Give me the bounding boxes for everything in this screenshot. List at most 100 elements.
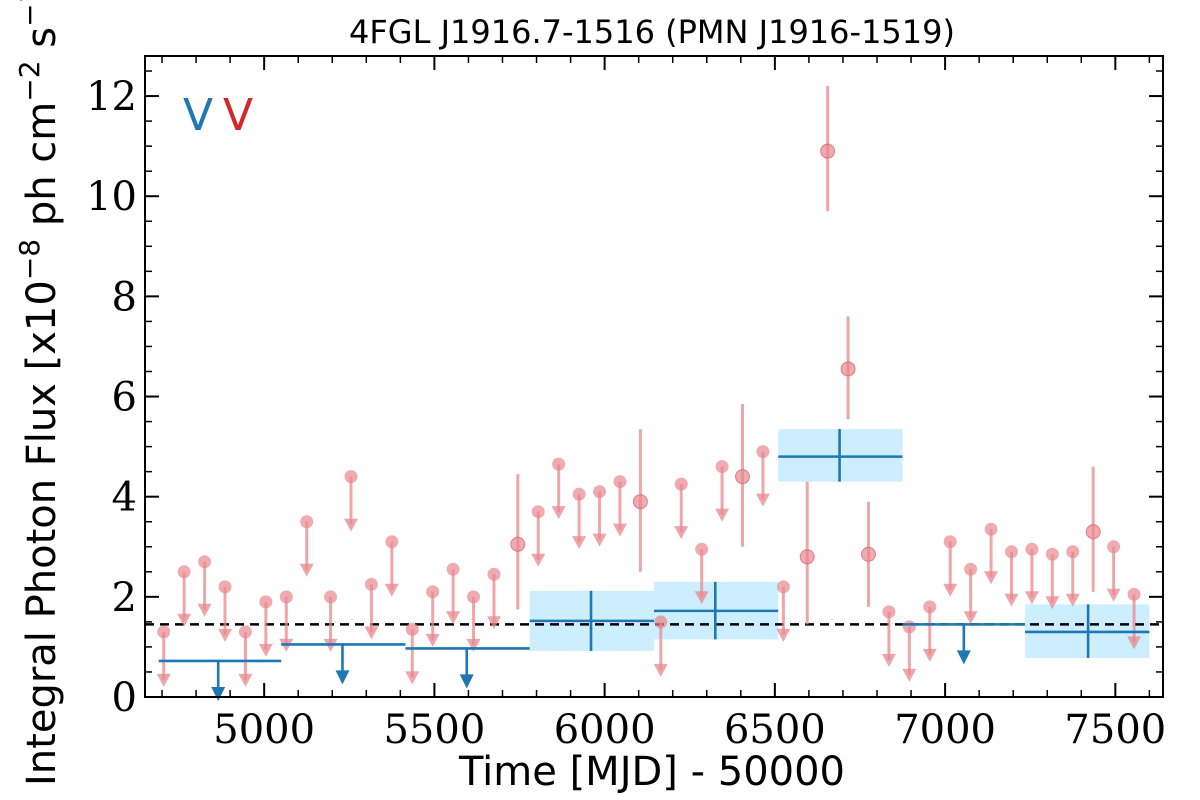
red-limit-point-14 — [446, 562, 460, 576]
y-label-part-1: Integral Photon Flux [x10 — [19, 280, 65, 786]
blue-detection-2 — [778, 429, 903, 482]
red-point-7 — [1085, 524, 1101, 540]
x-tick-label: 7000 — [894, 707, 996, 753]
plot-area: 5000 5500 6000 6500 7000 7500 0 2 4 6 8 10 12 — [86, 55, 1166, 753]
x-axis-label: Time [MJD] - 50000 — [458, 749, 845, 795]
red-limit-arrow-13 — [425, 633, 440, 647]
red-upper-limit-14 — [446, 562, 461, 625]
red-upper-limit-39 — [1127, 587, 1142, 650]
red-point-1 — [632, 494, 648, 510]
blue-upper-limit-2 — [405, 647, 530, 689]
red-upper-limit-7 — [299, 515, 314, 577]
blue-limit-arrow-1 — [335, 670, 350, 685]
red-point-6 — [860, 546, 876, 562]
red-limit-point-30 — [923, 600, 937, 614]
red-limit-arrow-3 — [218, 628, 233, 642]
red-limit-point-27 — [776, 580, 790, 594]
red-limit-arrow-28 — [881, 653, 896, 667]
red-upper-limit-37 — [1065, 545, 1080, 607]
red-limit-arrow-21 — [612, 523, 627, 537]
red-upper-limit-13 — [425, 585, 440, 647]
red-limit-point-35 — [1025, 542, 1039, 556]
red-limit-arrow-7 — [299, 563, 314, 577]
blue-upper-limit-0 — [158, 659, 282, 701]
red-detection-3 — [799, 481, 815, 625]
red-point-2 — [735, 469, 751, 485]
blue-detection-0 — [529, 590, 654, 651]
red-limit-arrow-9 — [343, 518, 358, 532]
red-limit-arrow-22 — [653, 663, 668, 677]
red-upper-limit-15 — [466, 590, 481, 652]
red-limit-point-29 — [902, 620, 916, 634]
plot-frame — [144, 55, 1164, 698]
x-tick-label: 5000 — [213, 707, 315, 753]
red-limit-point-25 — [715, 460, 729, 474]
red-upper-limit-18 — [551, 457, 566, 520]
red-limit-point-5 — [259, 595, 273, 609]
red-limit-arrow-2 — [197, 603, 212, 617]
red-upper-limit-23 — [674, 477, 689, 540]
red-upper-limit-27 — [776, 580, 791, 642]
blue-detection-3 — [1025, 604, 1150, 658]
red-limit-point-33 — [984, 522, 998, 536]
y-tick-label: 12 — [86, 74, 137, 120]
red-limit-point-39 — [1127, 587, 1141, 601]
blue-limit-arrow-0 — [211, 686, 226, 701]
red-limit-arrow-16 — [486, 616, 501, 630]
red-limit-arrow-37 — [1065, 593, 1080, 607]
red-limit-point-3 — [218, 580, 232, 594]
red-limit-point-31 — [943, 535, 957, 549]
red-detection-5 — [840, 316, 856, 420]
red-limit-arrow-35 — [1024, 591, 1039, 605]
red-limit-point-7 — [300, 515, 314, 529]
red-upper-limit-3 — [218, 580, 233, 642]
red-upper-limit-19 — [572, 487, 587, 550]
red-limit-arrow-29 — [902, 668, 917, 682]
red-upper-limit-32 — [963, 562, 978, 625]
red-limit-arrow-10 — [364, 626, 379, 640]
red-upper-limit-33 — [984, 522, 999, 585]
red-limit-arrow-36 — [1045, 596, 1060, 610]
red-upper-limit-8 — [323, 590, 338, 652]
red-limit-point-38 — [1107, 540, 1121, 554]
red-limit-arrow-11 — [384, 583, 399, 597]
red-upper-limit-9 — [343, 470, 358, 532]
red-detection-6 — [860, 501, 876, 607]
y-axis-label: Integral Photon Flux [x10−8 ph cm−2 s−1] — [13, 0, 65, 786]
red-upper-limit-29 — [902, 620, 917, 682]
legend-entry-1: V — [223, 90, 253, 141]
red-limit-point-22 — [654, 615, 668, 629]
red-limit-point-37 — [1066, 545, 1080, 559]
chart-title: 4FGL J1916.7-1516 (PMN J1916-1519) — [349, 13, 955, 51]
red-limit-point-19 — [572, 487, 586, 501]
red-limit-arrow-17 — [531, 553, 546, 567]
red-limit-arrow-27 — [776, 628, 791, 642]
red-limit-arrow-19 — [572, 536, 587, 550]
red-limit-point-12 — [405, 622, 419, 636]
red-limit-point-17 — [531, 505, 545, 519]
blue-limit-arrow-2 — [459, 674, 474, 689]
red-upper-limit-20 — [592, 485, 607, 547]
red-upper-limit-22 — [653, 615, 668, 677]
red-limit-arrow-1 — [177, 613, 192, 627]
y-tick-label: 2 — [112, 575, 137, 621]
red-limit-point-6 — [279, 590, 293, 604]
red-upper-limit-1 — [177, 565, 192, 627]
red-limit-point-16 — [487, 567, 501, 581]
red-detection-0 — [510, 474, 526, 610]
red-limit-point-9 — [344, 470, 358, 484]
y-tick-label: 8 — [112, 274, 137, 320]
red-limit-point-21 — [613, 475, 627, 489]
red-limit-point-34 — [1004, 545, 1018, 559]
y-tick-label: 6 — [112, 375, 137, 421]
red-point-0 — [510, 536, 526, 552]
x-tick-label: 5500 — [383, 707, 485, 753]
red-limit-point-15 — [467, 590, 481, 604]
blue-detection-1 — [654, 581, 779, 640]
red-upper-limit-34 — [1004, 545, 1019, 607]
red-upper-limit-26 — [755, 445, 770, 507]
red-upper-limit-6 — [279, 590, 294, 652]
red-upper-limit-11 — [384, 535, 399, 597]
